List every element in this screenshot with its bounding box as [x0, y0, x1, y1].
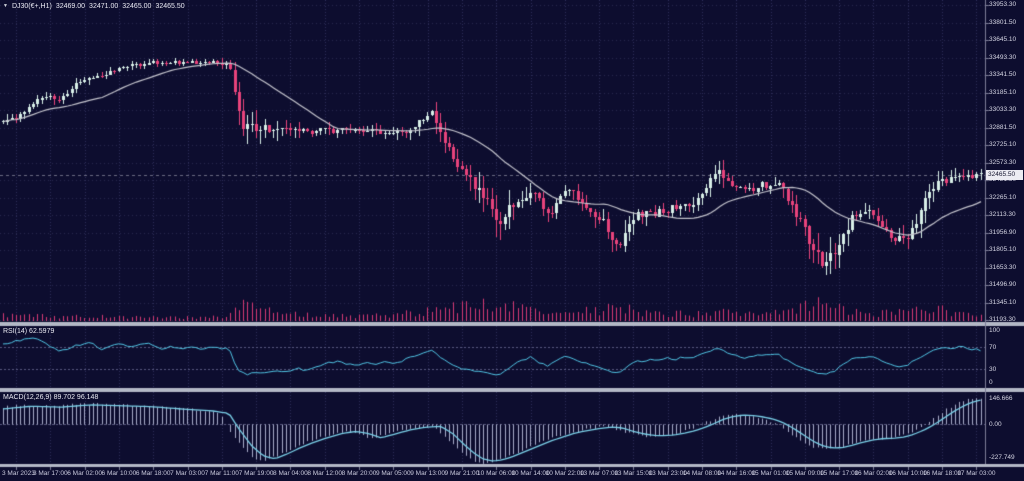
low-value: 32465.00 [122, 3, 152, 10]
macd-indicator-label: MACD(12,26,9) 89.702 96.148 [3, 394, 99, 401]
time-axis-label: 13 Mar 15:00 [614, 470, 653, 477]
time-axis-label: 13 Mar 07:00 [579, 470, 619, 477]
price-axis-label: 33801.50 [989, 18, 1017, 26]
time-axis-label: 9 Mar 21:00 [444, 470, 480, 477]
time-axis-label: 14 Mar 08:00 [682, 470, 722, 477]
macd-axis-label: 0.00 [989, 421, 1002, 428]
rsi-axis-label: 70 [989, 343, 997, 351]
price-axis-label: 32113.30 [989, 211, 1016, 218]
rsi-axis-label: 100 [989, 327, 1000, 334]
time-axis-label: 8 Mar 20:00 [341, 470, 377, 477]
price-axis-label: 33645.10 [989, 36, 1017, 43]
time-axis-label: 7 Mar 03:00 [170, 470, 205, 477]
price-axis-label: 32573.30 [989, 158, 1017, 166]
time-axis-label: 3 Mar 17:00 [32, 470, 68, 477]
current-price-tag: 32465.50 [986, 169, 1023, 180]
price-axis-label: 31345.10 [989, 298, 1017, 306]
time-axis-label: 7 Mar 19:00 [238, 470, 274, 477]
rsi-axis-label: 30 [989, 366, 997, 374]
time-axis-label: 8 Mar 12:00 [307, 470, 343, 477]
time-axis-label: 10 Mar 14:00 [511, 470, 550, 477]
time-axis-label: 8 Mar 04:00 [273, 470, 308, 477]
time-axis-label: 10 Mar 06:00 [477, 470, 516, 477]
time-axis-label: 17 Mar 03:00 [957, 470, 996, 477]
price-axis-label: 33953.30 [989, 1, 1017, 8]
price-axis-label: 33493.30 [989, 53, 1017, 61]
macd-axis-label: 146.666 [989, 395, 1013, 402]
time-axis-label: 15 Mar 09:00 [785, 470, 825, 477]
time-axis-label: 7 Mar 11:00 [204, 470, 239, 477]
time-axis-label: 16 Mar 18:00 [922, 470, 962, 477]
symbol-timeframe: DJ30(€+,H1) [11, 3, 52, 10]
time-axis-label: 15 Mar 01:00 [751, 470, 790, 477]
price-axis-label: 31956.90 [989, 228, 1017, 236]
time-axis-label: 16 Mar 10:00 [888, 470, 927, 477]
price-axis-label: 33033.30 [989, 106, 1017, 113]
time-axis-label: 16 Mar 02:00 [854, 470, 893, 477]
price-axis-label: 31805.10 [989, 246, 1017, 253]
time-axis-label: 6 Mar 18:00 [135, 470, 171, 477]
time-axis-label: 10 Mar 22:00 [545, 470, 584, 477]
price-axis-label: 31193.30 [989, 316, 1016, 323]
rsi-indicator-label: RSI(14) 62.5979 [3, 328, 55, 335]
time-axis-label: 14 Mar 16:00 [717, 470, 756, 477]
time-axis-label: 3 Mar 2023 [2, 470, 35, 477]
time-axis-label: 6 Mar 10:00 [101, 470, 137, 477]
time-axis-label: 9 Mar 13:00 [410, 470, 445, 477]
price-axis-label: 33341.50 [989, 71, 1017, 78]
price-axis-label: 32725.10 [989, 141, 1017, 148]
price-axis-label: 31653.30 [989, 263, 1017, 271]
price-axis-label: 32265.10 [989, 193, 1017, 201]
close-value: 32465.50 [155, 3, 185, 10]
rsi-axis-label: 0 [989, 379, 993, 386]
time-axis-label: 9 Mar 05:00 [375, 470, 411, 477]
open-value: 32469.00 [55, 3, 86, 10]
time-axis-label: 15 Mar 17:00 [820, 470, 859, 477]
high-value: 32471.00 [89, 3, 119, 10]
price-axis-label: 32881.50 [989, 123, 1017, 131]
window-marker-icon: ▼ [3, 3, 8, 9]
time-axis-label: 13 Mar 23:00 [648, 470, 687, 477]
symbol-ohlc-label: ▼ DJ30(€+,H1) 32469.00 32471.00 32465.00… [3, 2, 185, 11]
time-axis-label: 6 Mar 02:00 [67, 470, 102, 477]
price-axis-label: 31496.90 [989, 281, 1017, 288]
price-axis-label: 33185.10 [989, 88, 1017, 96]
macd-axis-label: -227.749 [989, 454, 1015, 461]
